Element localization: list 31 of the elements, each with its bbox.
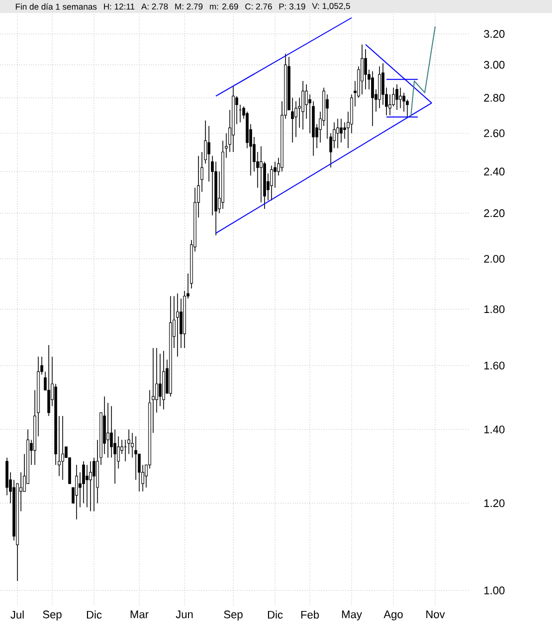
text: V: 1,052,5 — [312, 2, 350, 10]
y-tick-label: 2.40 — [484, 168, 505, 176]
y-tick-label: 1.80 — [484, 305, 505, 314]
text: m: 2.69 — [210, 3, 238, 10]
text: A: 2.78 — [141, 3, 168, 10]
y-tick-label: 2.60 — [484, 129, 505, 138]
x-tick-label: Feb — [301, 610, 319, 619]
y-tick-label: 1.60 — [484, 362, 505, 370]
x-tick-label: Sep — [224, 610, 243, 620]
text: C: 2.76 — [245, 3, 272, 10]
y-tick-label: 3.00 — [484, 60, 505, 69]
text: H: 12:11 — [104, 4, 134, 10]
x-tick-label: Dic — [268, 610, 283, 619]
y-tick-label: 1.40 — [484, 426, 505, 434]
x-tick-label: Jun — [176, 610, 193, 618]
x-tick-label: Ago — [384, 610, 403, 620]
y-tick-label: 3.20 — [484, 30, 505, 38]
x-tick-label: Sep — [42, 610, 62, 620]
x-tick-label: Nov — [426, 610, 445, 618]
x-tick-label: Dic — [86, 610, 102, 619]
y-tick-label: 1.20 — [484, 499, 505, 508]
y-tick-label: 2.80 — [484, 94, 505, 102]
x-tick-label: Jul — [10, 610, 24, 619]
text: P: 3.19 — [279, 3, 306, 10]
x-tick-label: May — [342, 610, 362, 620]
text: Fin de día 1 semanas — [16, 3, 97, 10]
y-tick-label: 2.00 — [484, 254, 505, 263]
x-tick-label: Mar — [130, 610, 149, 618]
text: M: 2.79 — [175, 3, 203, 10]
y-tick-label: 2.20 — [484, 209, 505, 218]
y-tick-label: 1.00 — [484, 586, 505, 594]
